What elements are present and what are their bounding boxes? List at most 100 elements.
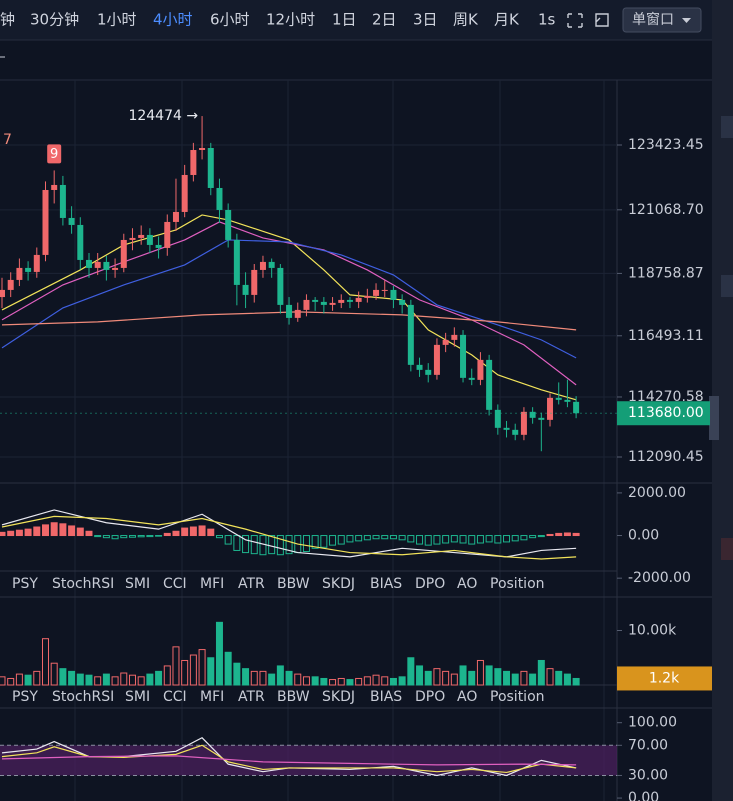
indicator-tab[interactable]: Position	[490, 576, 545, 592]
y-tick-label: 118758.87	[628, 265, 704, 281]
volume-bar	[485, 665, 493, 686]
macd-bar	[215, 535, 223, 539]
indicator-tab[interactable]: CCI	[163, 689, 187, 705]
window-button[interactable]	[622, 7, 702, 33]
volume-bar	[111, 676, 119, 686]
macd-bar	[381, 535, 389, 540]
candle-body	[564, 399, 571, 402]
y-tick-label: 0.00	[628, 790, 659, 801]
scroll-handle[interactable]	[709, 396, 719, 440]
interval-tab[interactable]: 月K	[494, 11, 520, 29]
interval-tab[interactable]: 12小时	[266, 11, 315, 29]
macd-bar	[163, 532, 171, 537]
candle-body	[42, 189, 49, 255]
volume-bar	[424, 670, 432, 686]
indicator-tab[interactable]: ATR	[238, 689, 265, 705]
indicator-tab[interactable]: ATR	[238, 576, 265, 592]
indicator-tab[interactable]: SKDJ	[322, 689, 355, 705]
y-tick-label: 114270.58	[628, 389, 704, 405]
volume-bar	[24, 674, 32, 686]
indicator-tab[interactable]: AO	[457, 689, 477, 705]
volume-bar	[381, 676, 389, 686]
window-button-label[interactable]: 单窗口	[632, 11, 674, 28]
indicator-tab[interactable]: DPO	[415, 576, 445, 592]
volume-bar	[459, 665, 467, 686]
indicator-tab[interactable]: BIAS	[370, 576, 402, 592]
indicator-tab[interactable]: BBW	[277, 576, 310, 592]
macd-bar	[450, 535, 458, 543]
indicator-tab[interactable]: Position	[490, 689, 545, 705]
indicator-tab[interactable]: AO	[457, 576, 477, 592]
volume-bar	[259, 670, 267, 686]
indicator-tab[interactable]: SMI	[125, 689, 150, 705]
signal-box	[47, 144, 62, 164]
volume-bar	[155, 670, 163, 686]
indicator-tab[interactable]: SMI	[125, 576, 150, 592]
volume-bar	[433, 668, 441, 686]
volume-bar	[398, 676, 406, 686]
interval-tab[interactable]: 钟	[0, 11, 15, 29]
indicator-tab[interactable]: MFI	[200, 576, 224, 592]
indicator-tab[interactable]: PSY	[12, 576, 38, 592]
volume-bar	[163, 665, 171, 686]
candle-body	[181, 174, 188, 212]
interval-tab[interactable]: 周K	[453, 11, 479, 29]
interval-tab[interactable]: 30分钟	[30, 11, 79, 29]
candle-body	[172, 211, 179, 222]
volume-bar	[337, 677, 345, 686]
candle-body	[399, 299, 406, 305]
indicator-tab[interactable]: StochRSI	[52, 689, 114, 705]
macd-bar	[416, 535, 424, 545]
volume-bar	[529, 673, 537, 686]
indicator-tab[interactable]: SKDJ	[322, 576, 355, 592]
indicator-tab[interactable]: CCI	[163, 576, 187, 592]
y-tick-label: 10.00k	[628, 623, 677, 639]
interval-tab[interactable]: 6小时	[210, 11, 250, 29]
toolbar-bg	[0, 0, 712, 40]
macd-bar	[520, 535, 528, 541]
macd-bar	[372, 535, 380, 540]
macd-bar	[59, 523, 67, 537]
indicator-tab[interactable]: PSY	[12, 689, 38, 705]
macd-bar	[207, 528, 215, 537]
interval-tab[interactable]: 1小时	[97, 11, 137, 29]
indicator-tab[interactable]: MFI	[200, 689, 224, 705]
candle-body	[286, 304, 293, 318]
macd-bar	[424, 535, 432, 546]
volume-bar	[503, 670, 511, 686]
candle-body	[294, 309, 301, 318]
volume-bar	[311, 676, 319, 686]
side-box	[721, 538, 733, 560]
volume-bar	[494, 668, 502, 686]
volume-bar	[215, 621, 223, 686]
indicator-tab[interactable]: BBW	[277, 689, 310, 705]
candle-body	[486, 359, 493, 410]
volume-bar	[276, 665, 284, 686]
volume-bar	[511, 673, 519, 686]
indicator-tab[interactable]: DPO	[415, 689, 445, 705]
y-tick-label: 30.00	[628, 767, 668, 783]
candle-body	[85, 259, 92, 268]
indicator-tab[interactable]: BIAS	[370, 689, 402, 705]
interval-tab[interactable]: 1日	[332, 11, 357, 29]
icons[interactable]	[567, 13, 609, 28]
candle-body	[216, 187, 223, 210]
interval-tab[interactable]: 2日	[372, 11, 397, 29]
candle-body	[460, 334, 467, 378]
macd-bar	[346, 535, 354, 543]
macd-bar	[302, 535, 310, 553]
interval-tab[interactable]: 4小时	[153, 11, 193, 29]
y-tick-label: -2000.00	[628, 570, 691, 586]
candle-body	[7, 279, 14, 290]
interval-tab[interactable]: 1s	[538, 11, 556, 29]
macd-bar	[503, 535, 511, 543]
candle-body	[259, 261, 266, 270]
candle-body	[0, 289, 6, 298]
indicator-line	[1, 239, 577, 359]
interval-tab[interactable]: 3日	[413, 11, 438, 29]
macd-bar	[268, 535, 276, 555]
indicator-tab[interactable]: StochRSI	[52, 576, 114, 592]
candle-body	[77, 224, 84, 260]
volume-bar	[355, 677, 363, 686]
macd-bar	[485, 535, 493, 543]
